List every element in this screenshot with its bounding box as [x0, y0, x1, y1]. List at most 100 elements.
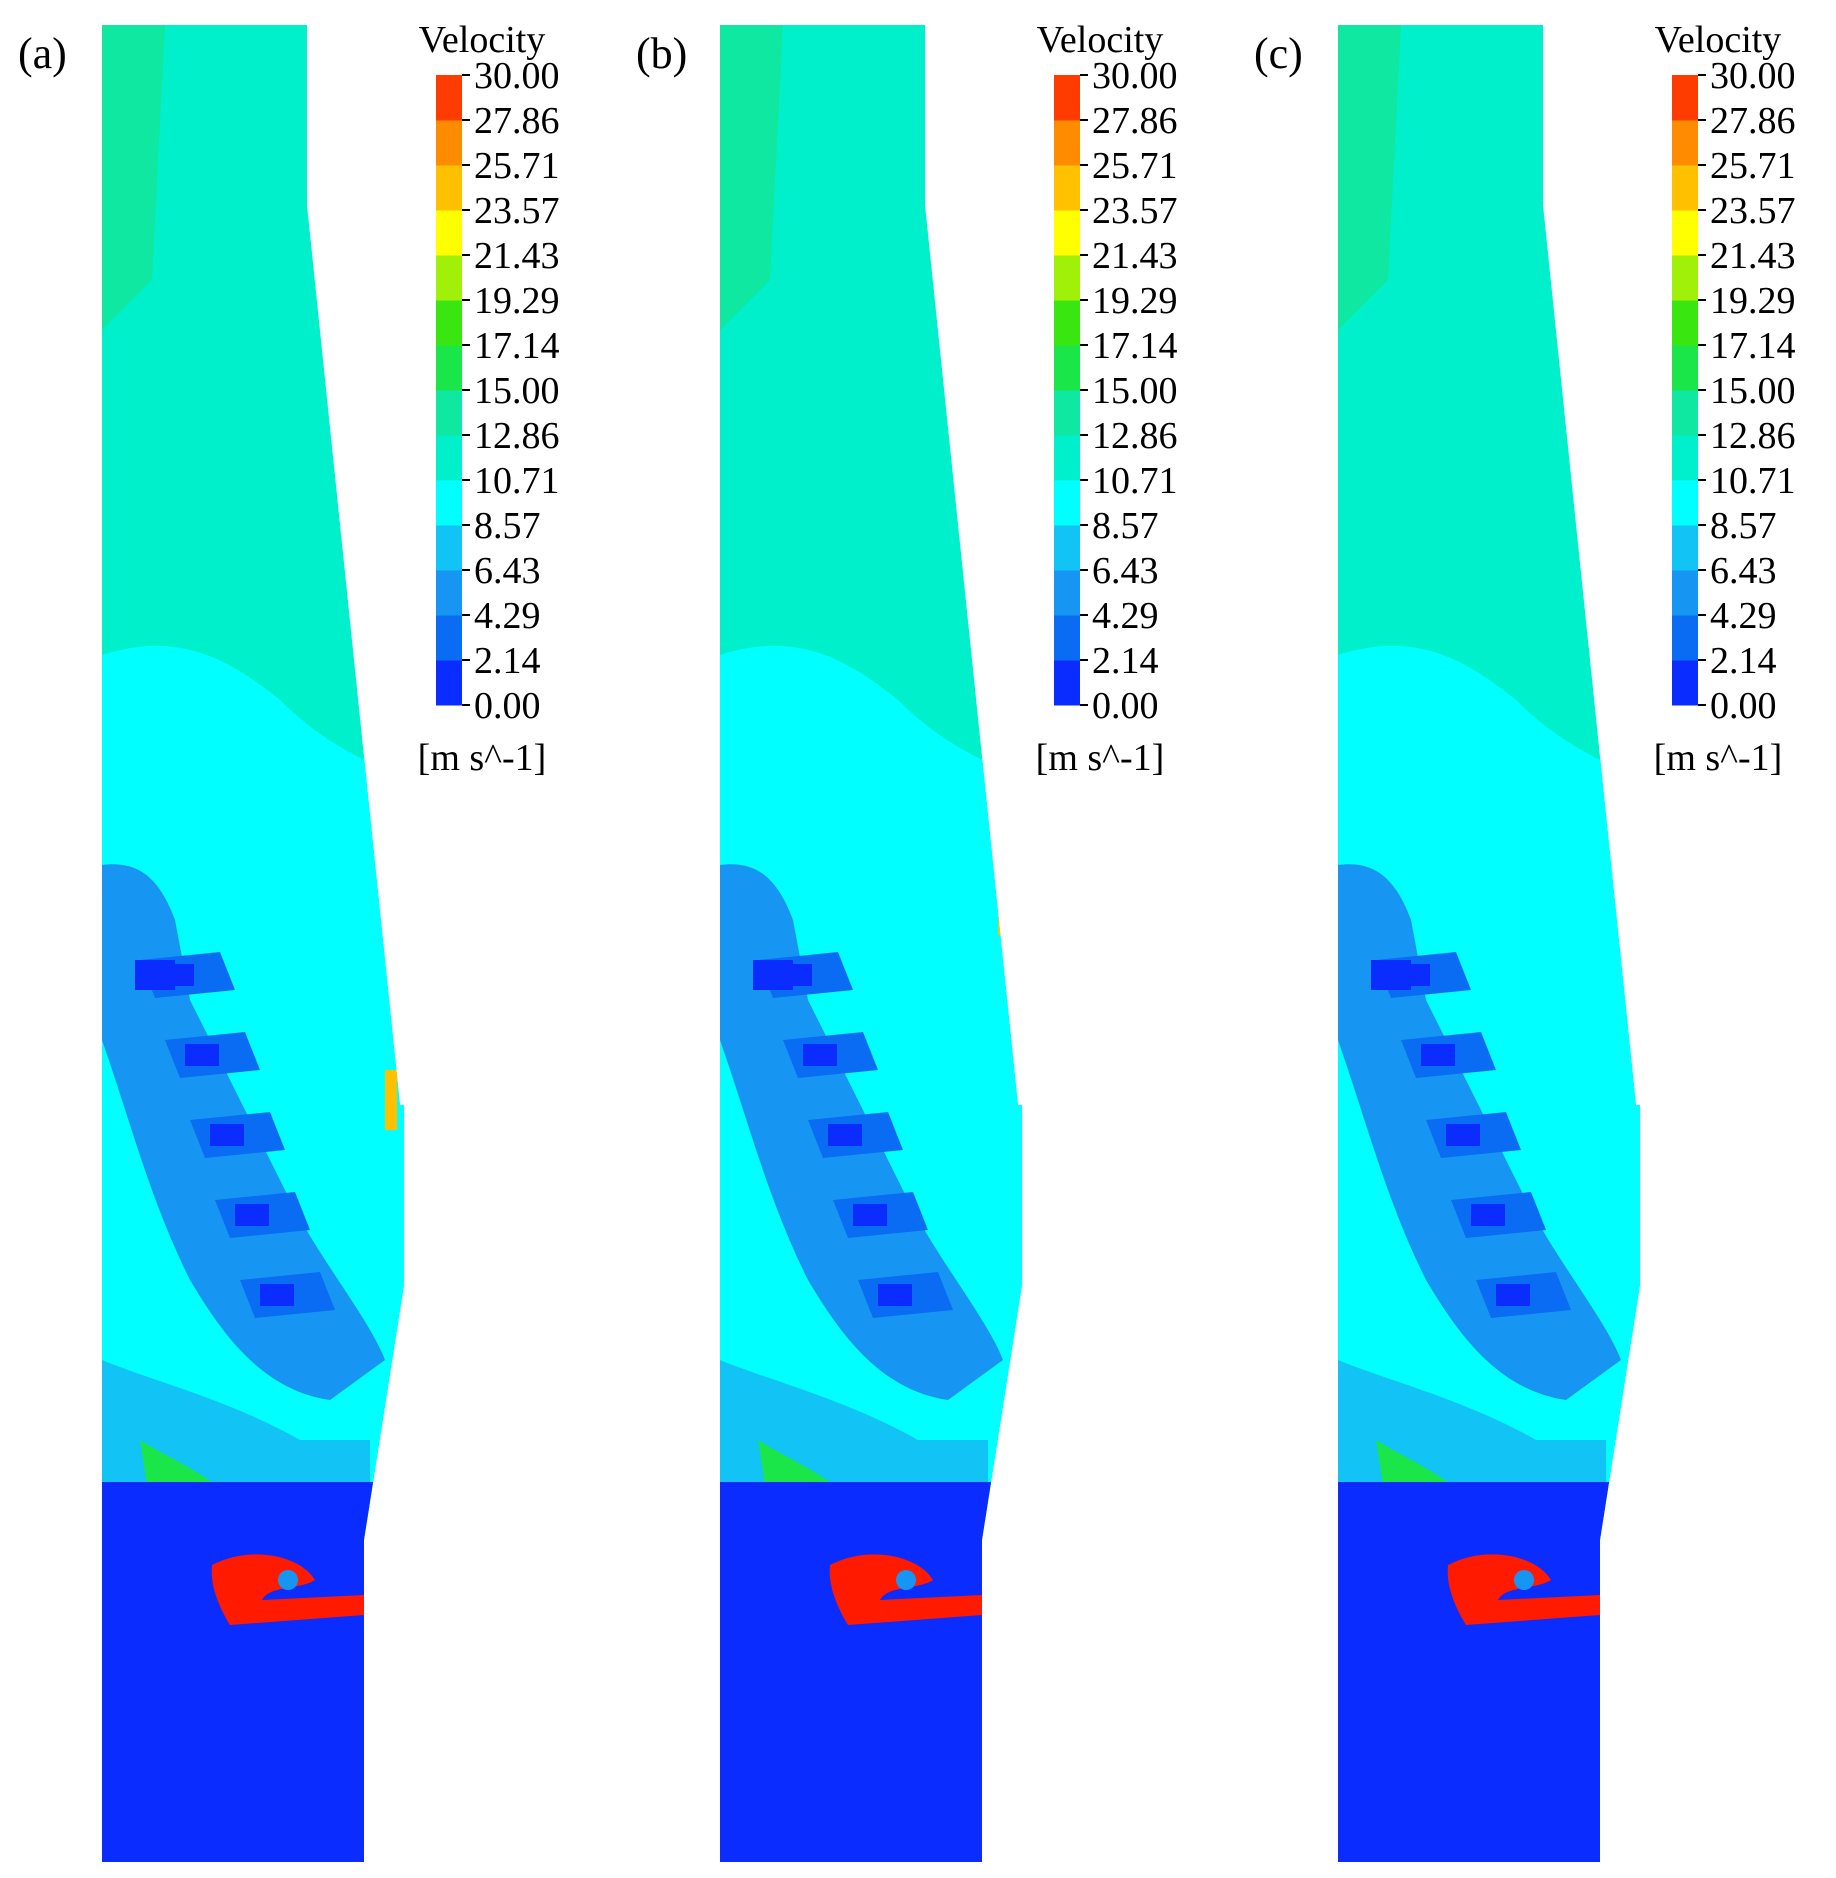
legend-color-segment [1054, 255, 1080, 301]
legend-color-segment [1672, 525, 1698, 571]
rib-core-3 [828, 1124, 862, 1146]
legend-tick-label: 23.57 [1710, 190, 1796, 232]
legend-tick-label: 12.86 [1710, 415, 1796, 457]
panel-label: (a) [18, 29, 67, 78]
legend-color-segment [1054, 660, 1080, 706]
legend-tick-label: 12.86 [474, 415, 560, 457]
legend-unit: [m s^-1] [1654, 737, 1783, 779]
legend-tick-label: 25.71 [1710, 145, 1796, 187]
legend-color-segment [1672, 570, 1698, 616]
legend-title: Velocity [419, 19, 546, 61]
legend-tick-label: 6.43 [1092, 550, 1159, 592]
legend-tick-label: 10.71 [474, 460, 560, 502]
legend-color-segment [1054, 525, 1080, 571]
legend-tick-label: 19.29 [474, 280, 560, 322]
panels-group: (a) Velocity30.0027.8625.7123.5721.4319.2… [18, 19, 1796, 1862]
legend-color-segment [1054, 210, 1080, 256]
legend-color-segment [1672, 480, 1698, 526]
legend-tick-label: 6.43 [1710, 550, 1777, 592]
legend-color-segment [1054, 345, 1080, 391]
legend-tick-label: 17.14 [1092, 325, 1178, 367]
legend-color-segment [436, 570, 462, 616]
legend-color-segment [1672, 390, 1698, 436]
legend-tick-label: 30.00 [1710, 55, 1796, 97]
vortex-core-front [896, 1570, 916, 1590]
legend-tick-label: 15.00 [1092, 370, 1178, 412]
legend-tick-label: 23.57 [1092, 190, 1178, 232]
legend-title: Velocity [1655, 19, 1782, 61]
legend-color-segment [436, 525, 462, 571]
legend-color-segment [436, 660, 462, 706]
panel-3: (c) Velocity30.0027.8625.7123.5721.4319.2… [1254, 19, 1796, 1862]
legend-color-segment [436, 300, 462, 346]
legend-color-segment [436, 480, 462, 526]
upper-dark-cell [1371, 960, 1411, 990]
hot-red-vortex-front [1447, 1554, 1600, 1625]
legend-color-segment [1672, 120, 1698, 166]
legend-unit: [m s^-1] [1036, 737, 1165, 779]
legend-tick-label: 23.57 [474, 190, 560, 232]
legend-color-segment [1054, 300, 1080, 346]
legend-tick-label: 2.14 [474, 640, 541, 682]
legend-color-segment [1054, 615, 1080, 661]
rib-core-5 [260, 1284, 294, 1306]
legend-tick-label: 0.00 [474, 685, 541, 727]
legend-color-segment [1054, 480, 1080, 526]
rib-core-2 [1421, 1044, 1455, 1066]
legend-tick-label: 0.00 [1710, 685, 1777, 727]
legend-tick-label: 0.00 [1092, 685, 1159, 727]
upper-green-region [720, 25, 783, 330]
velocity-legend: Velocity30.0027.8625.7123.5721.4319.2917… [1654, 19, 1796, 779]
legend-tick-label: 4.29 [1092, 595, 1159, 637]
legend-tick-label: 6.43 [474, 550, 541, 592]
vortex-core-front [278, 1570, 298, 1590]
legend-color-segment [436, 75, 462, 121]
lower-dark-blue-region [102, 1482, 404, 1862]
legend-color-segment [1672, 75, 1698, 121]
legend-color-segment [1054, 390, 1080, 436]
legend-tick-label: 25.71 [1092, 145, 1178, 187]
panel-label: (c) [1254, 29, 1303, 78]
rib-core-2 [185, 1044, 219, 1066]
legend-tick-label: 12.86 [1092, 415, 1178, 457]
legend-tick-label: 15.00 [474, 370, 560, 412]
legend-color-segment [1672, 210, 1698, 256]
legend-tick-label: 27.86 [474, 100, 560, 142]
legend-color-segment [1672, 345, 1698, 391]
velocity-legend: Velocity30.0027.8625.7123.5721.4319.2917… [1036, 19, 1178, 779]
legend-color-segment [1672, 435, 1698, 481]
vortex-core-front [1514, 1570, 1534, 1590]
legend-color-segment [436, 255, 462, 301]
legend-color-segment [1054, 165, 1080, 211]
legend-tick-label: 27.86 [1710, 100, 1796, 142]
legend-color-segment [1672, 255, 1698, 301]
legend-color-segment [436, 390, 462, 436]
legend-tick-label: 8.57 [474, 505, 541, 547]
legend-tick-label: 8.57 [1710, 505, 1777, 547]
legend-color-segment [436, 435, 462, 481]
legend-color-segment [436, 120, 462, 166]
legend-tick-label: 17.14 [474, 325, 560, 367]
legend-tick-label: 25.71 [474, 145, 560, 187]
legend-tick-label: 15.00 [1710, 370, 1796, 412]
legend-color-segment [436, 210, 462, 256]
legend-tick-label: 30.00 [1092, 55, 1178, 97]
legend-title: Velocity [1037, 19, 1164, 61]
legend-tick-label: 2.14 [1092, 640, 1159, 682]
rib-core-5 [878, 1284, 912, 1306]
legend-tick-label: 21.43 [474, 235, 560, 277]
legend-tick-label: 2.14 [1710, 640, 1777, 682]
lower-dark-blue-region [720, 1482, 1022, 1862]
legend-tick-label: 4.29 [474, 595, 541, 637]
rib-core-4 [853, 1204, 887, 1226]
legend-tick-label: 17.14 [1710, 325, 1796, 367]
legend-unit: [m s^-1] [418, 737, 547, 779]
legend-color-segment [1672, 615, 1698, 661]
legend-color-segment [1672, 660, 1698, 706]
legend-color-segment [1054, 570, 1080, 616]
upper-dark-cell [753, 960, 793, 990]
wall-jet-hotspot [385, 1070, 397, 1130]
legend-color-segment [436, 345, 462, 391]
legend-color-segment [1054, 120, 1080, 166]
